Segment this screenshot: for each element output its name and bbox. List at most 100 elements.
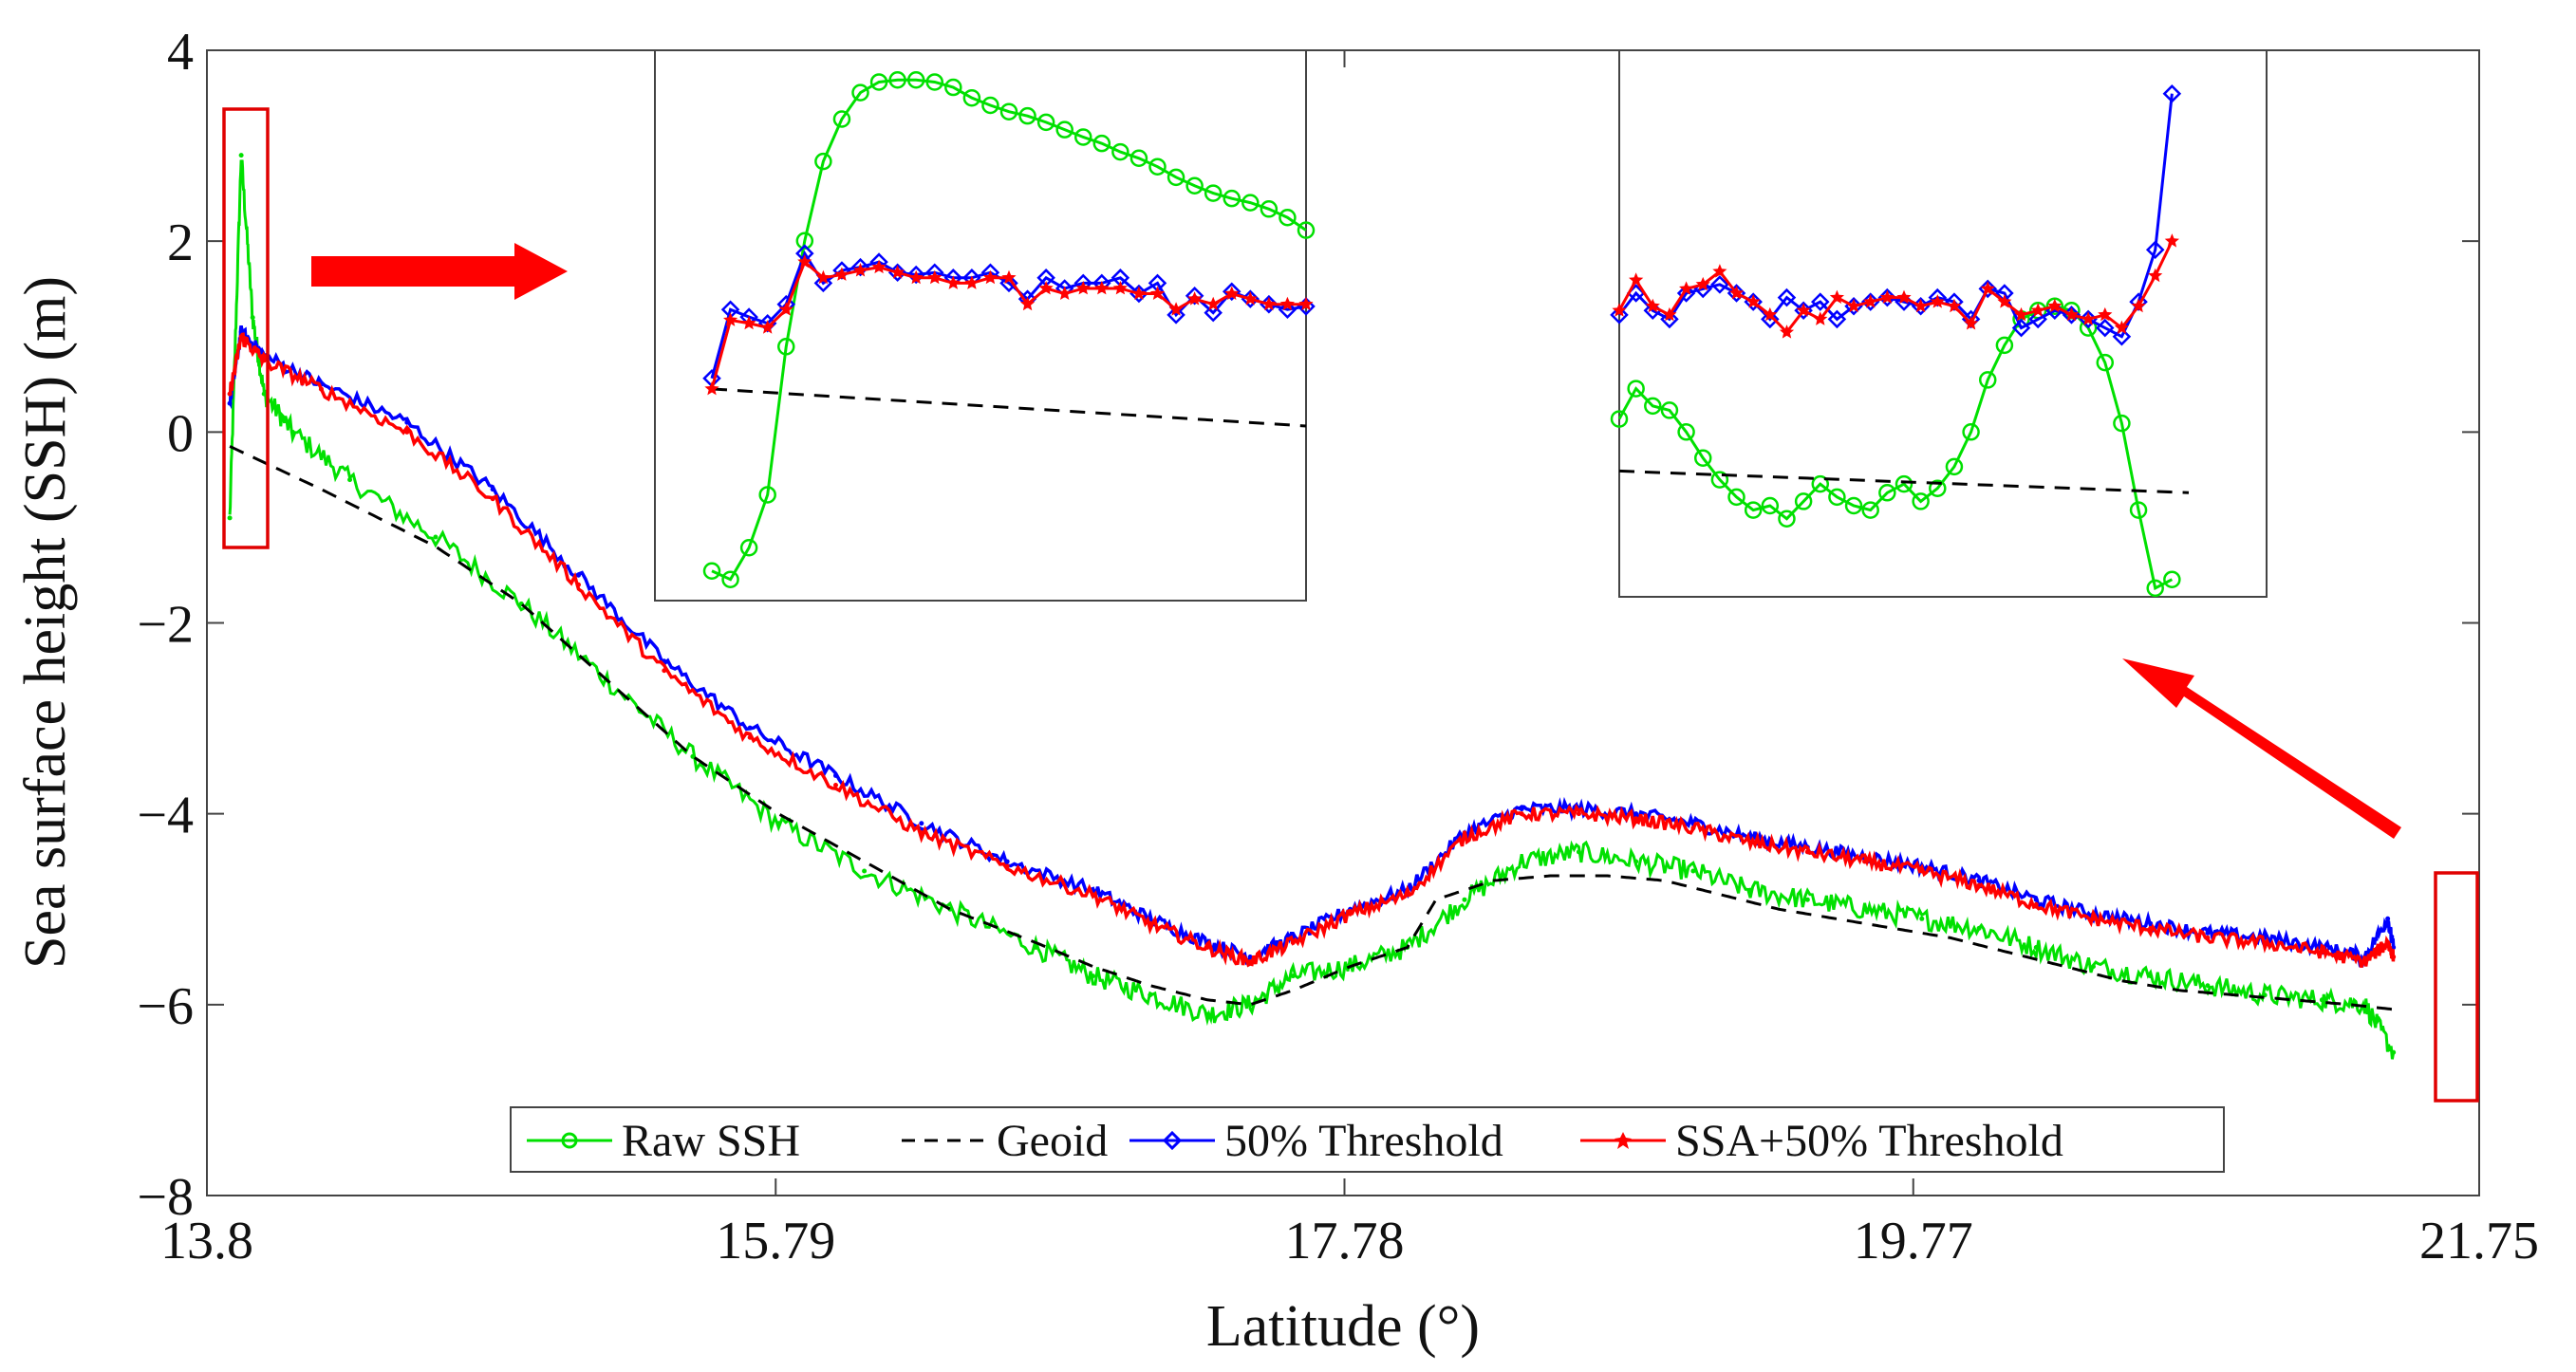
point-ssa-50-threshold [1976,882,1982,888]
x-tick-label: 13.8 [160,1212,253,1270]
series-line-geoid [1618,469,2190,494]
inset-series-ssa-50-threshold [1612,233,2179,339]
point-ssa-50-threshold [575,582,581,587]
point-raw-ssh [1519,859,1524,864]
point-raw-ssh [1223,189,1241,208]
arrow-to-left-inset [311,243,568,300]
point-ssa-50-threshold [1149,286,1166,300]
point-raw-ssh [2096,353,2115,372]
point-ssa-50-threshold [2114,320,2129,334]
point-ssa-50-threshold [2081,311,2096,325]
point-50-threshold [1185,287,1204,306]
point-raw-ssh [888,70,906,89]
point-raw-ssh [1978,371,1997,389]
point-50-threshold [1278,300,1297,320]
point-ssa-50-threshold [852,263,868,277]
point-ssa-50-threshold [238,334,244,340]
point-50-threshold [1827,309,1847,329]
point-ssa-50-threshold [834,267,849,281]
point-ssa-50-threshold [1612,303,1627,317]
point-ssa-50-threshold [2148,268,2163,283]
point-ssa-50-threshold [890,265,905,279]
point-50-threshold [1978,279,1998,299]
point-ssa-50-threshold [1913,298,1929,313]
point-raw-ssh [1018,106,1036,125]
point-raw-ssh [1919,916,1925,921]
highlight-box-end [2434,871,2479,1103]
legend-label-raw-ssh: Raw SSH [622,1116,800,1166]
point-50-threshold [1710,275,1729,294]
point-50-threshold [404,419,410,425]
point-50-threshold [1519,807,1524,812]
point-ssa-50-threshold [2131,298,2146,313]
point-ssa-50-threshold [1629,272,1644,287]
point-ssa-50-threshold [945,275,961,289]
point-raw-ssh [1690,868,1696,874]
point-ssa-50-threshold [1645,298,1660,313]
point-raw-ssh [1710,471,1729,489]
series-geoid [229,445,2394,1011]
point-ssa-50-threshold [1804,849,1810,855]
point-ssa-50-threshold [1947,298,1962,313]
point-50-threshold [1660,309,1679,329]
point-ssa-50-threshold [1038,281,1054,295]
point-ssa-50-threshold [1112,281,1128,295]
legend-marker-ssa-threshold [1615,1132,1632,1149]
point-raw-ssh [250,315,255,321]
point-ssa-50-threshold [1057,286,1073,300]
point-ssa-50-threshold [1519,811,1524,817]
point-ssa-50-threshold [1091,892,1096,898]
legend-label-geoid: Geoid [997,1116,1108,1166]
point-ssa-50-threshold [1094,281,1110,295]
point-50-threshold [1204,303,1223,323]
point-ssa-50-threshold [1224,286,1240,300]
point-ssa-50-threshold [964,275,980,289]
point-ssa-50-threshold [1796,303,1811,317]
point-50-threshold [227,400,233,406]
point-ssa-50-threshold [2391,955,2397,960]
point-ssa-50-threshold [2262,939,2268,945]
point-raw-ssh [1895,474,1913,493]
point-raw-ssh [1912,492,1930,510]
point-ssa-50-threshold [2063,306,2080,322]
inset-series-ssa-50-threshold [704,254,1314,396]
point-50-threshold [1167,306,1185,324]
point-ssa-50-threshold [760,320,775,334]
point-ssa-50-threshold [1131,286,1147,300]
point-ssa-50-threshold [2090,916,2096,921]
point-ssa-50-threshold [1763,306,1778,322]
point-ssa-50-threshold [1020,296,1036,311]
point-ssa-50-threshold [1690,825,1696,831]
point-ssa-50-threshold [318,386,324,392]
point-50-threshold [1777,287,1797,307]
point-raw-ssh [2319,997,2324,1003]
point-raw-ssh [2148,973,2154,979]
point-ssa-50-threshold [723,312,738,326]
series-line-ssa-50-threshold [1617,240,2174,335]
point-ssa-50-threshold [1997,294,2012,308]
x-axis-ticks: 13.8 15.79 17.78 19.77 21.75 [160,50,2539,1270]
point-ssa-50-threshold [815,269,831,285]
point-50-threshold [1761,309,1780,329]
point-ssa-50-threshold [227,391,233,397]
point-ssa-50-threshold [1148,920,1153,926]
point-ssa-50-threshold [1964,316,1979,330]
point-50-threshold [919,821,924,826]
point-50-threshold [490,487,495,492]
point-ssa-50-threshold [662,668,667,674]
point-50-threshold [1633,811,1639,817]
point-raw-ssh [2163,570,2181,588]
point-raw-ssh [1241,194,1260,212]
point-ssa-50-threshold [1862,859,1868,864]
point-raw-ssh [1962,423,1980,441]
point-50-threshold [1247,955,1253,960]
point-ssa-50-threshold [927,269,943,285]
point-ssa-50-threshold [1242,291,1258,306]
point-ssa-50-threshold [1405,892,1410,898]
point-ssa-50-threshold [1204,944,1210,950]
point-raw-ssh [227,515,233,521]
point-ssa-50-threshold [919,830,924,836]
point-raw-ssh [721,570,739,588]
y-axis-ticks: −8 −6 −4 −2 0 2 4 [137,23,2479,1227]
point-raw-ssh [999,102,1018,121]
